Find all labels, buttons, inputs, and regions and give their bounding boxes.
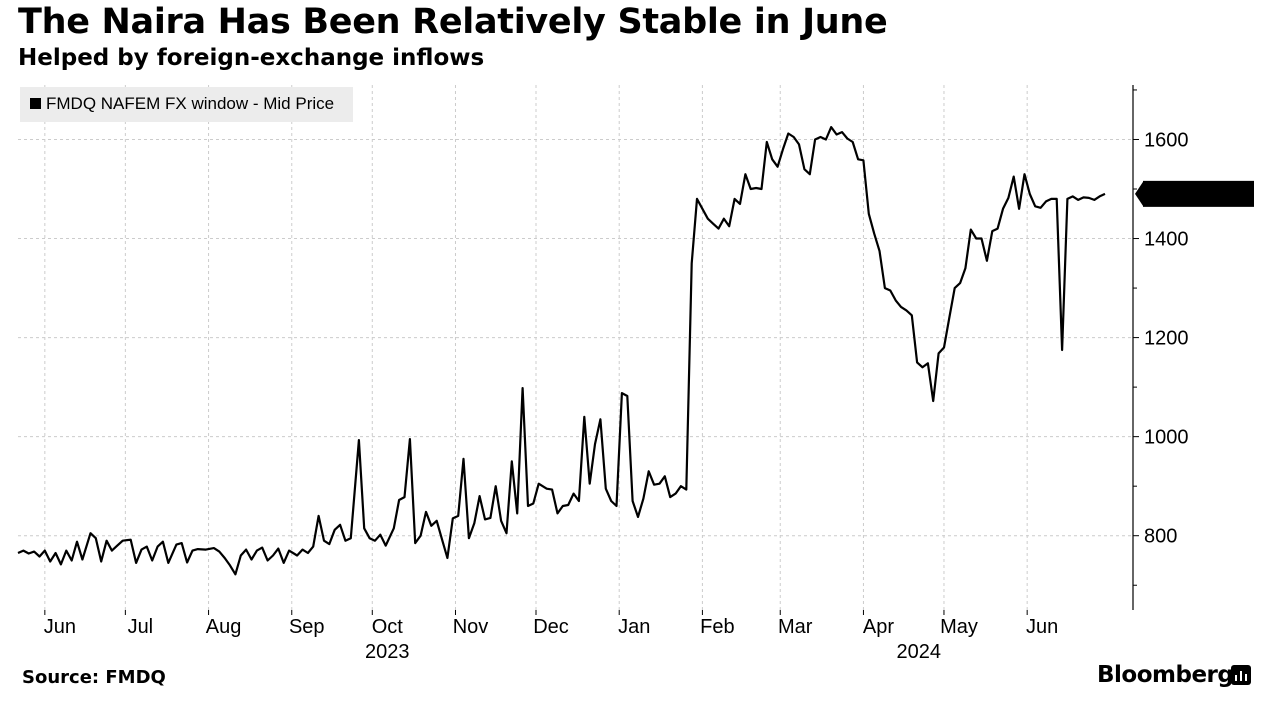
y-tick-label: 1200 [1144,328,1189,350]
series-line [17,126,1106,576]
chart-subtitle: Helped by foreign-exchange inflows [18,45,485,71]
legend: FMDQ NAFEM FX window - Mid Price [20,87,353,122]
x-tick-label: Jun [44,616,76,638]
x-tick-label: Nov [453,616,489,638]
x-tick-label: Sep [289,616,325,638]
x-tick-label: Aug [206,616,242,638]
source-note: Source: FMDQ [22,667,166,688]
gridlines [18,85,1133,610]
labels: 800 1000 1200 1400 1600 Jun Jul Aug Sep Oct Nov Dec… [44,129,1254,663]
x-tick-label: Mar [778,616,813,638]
last-value-label: 1490.1980 [1146,184,1241,206]
bloomberg-chart-icon [1231,665,1251,685]
chart-title: The Naira Has Been Relatively Stable in … [18,2,888,42]
x-tick-label: Apr [863,616,894,638]
y-tick-label: 1000 [1144,427,1189,449]
y-tick-label: 1400 [1144,229,1189,251]
x-tick-label: Dec [533,616,569,638]
year-label: 2023 [365,641,410,663]
x-tick-label: Jul [128,616,154,638]
legend-label: FMDQ NAFEM FX window - Mid Price [46,94,334,113]
legend-background [20,87,353,122]
axes [44,85,1139,615]
x-tick-label: Oct [372,616,404,638]
last-value-pointer [1135,181,1143,206]
year-label: 2024 [896,641,941,663]
x-tick-label: Jun [1026,616,1058,638]
bloomberg-logo: Bloomberg [1097,662,1234,688]
y-tick-label: 1600 [1144,129,1189,151]
series [17,126,1106,576]
legend-swatch [30,98,41,109]
y-tick-label: 800 [1144,526,1177,548]
x-tick-label: Feb [700,616,734,638]
x-tick-label: May [940,616,978,638]
last-value-badge: 1490.1980 [1135,180,1254,207]
x-tick-label: Jan [618,616,650,638]
last-value-box [1143,180,1254,207]
